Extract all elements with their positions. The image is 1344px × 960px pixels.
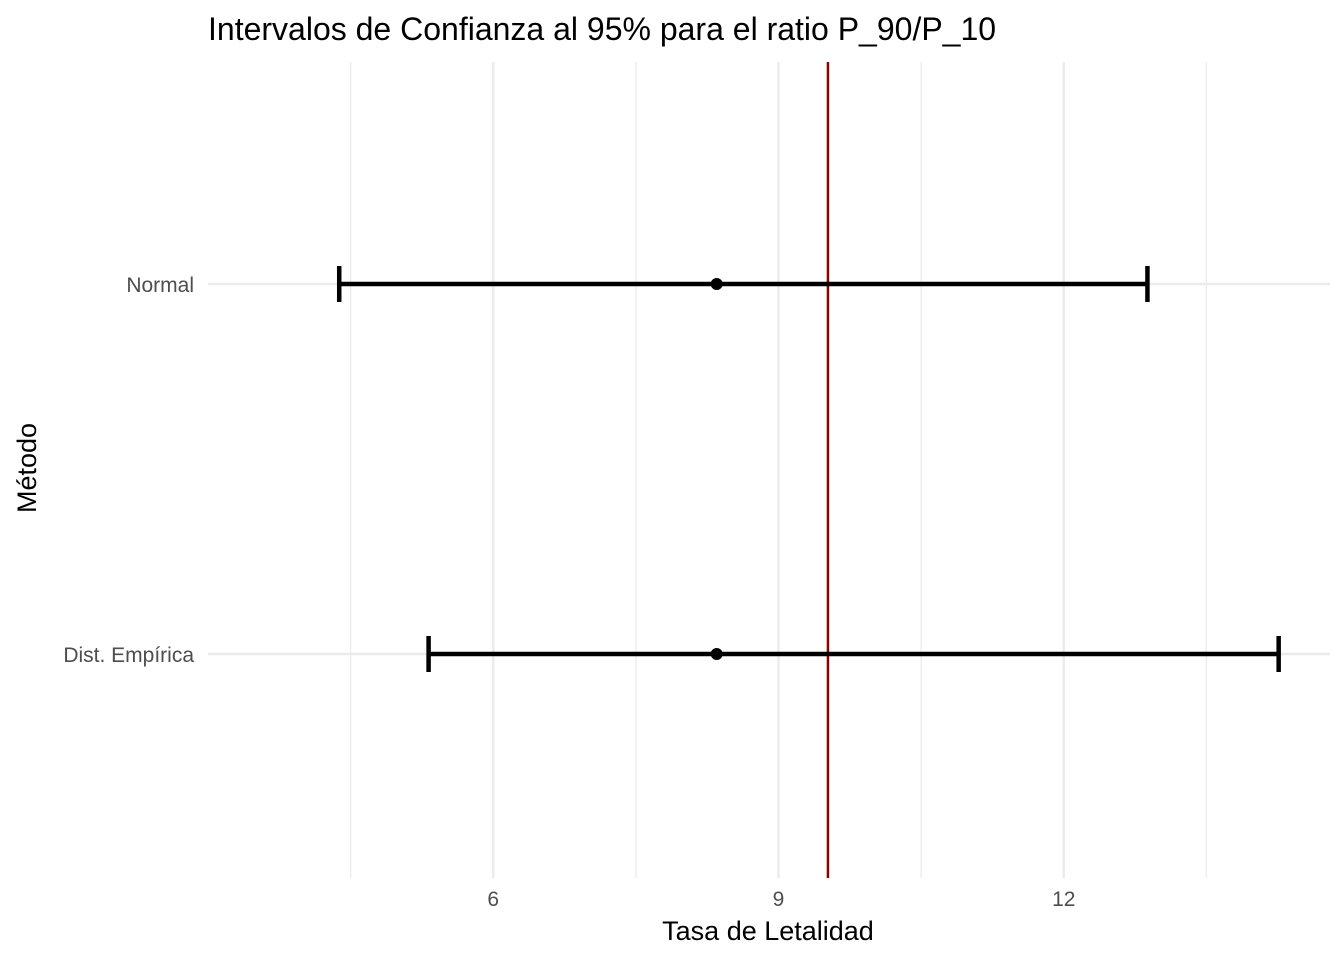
grid-minor — [349, 62, 1208, 878]
y-tick-labels: Normal Dist. Empírica — [63, 274, 194, 667]
grid-major — [208, 62, 1330, 878]
x-tick-label: 12 — [1052, 888, 1075, 911]
intervals — [336, 266, 1281, 672]
chart-title: Intervalos de Confianza al 95% para el r… — [208, 11, 996, 47]
y-tick-label: Normal — [126, 274, 194, 297]
x-axis-title: Tasa de Letalidad — [662, 916, 874, 946]
point-estimate — [710, 278, 723, 290]
x-tick-labels: 6 9 12 — [487, 888, 1075, 911]
x-tick-label: 9 — [773, 888, 785, 911]
x-tick-label: 6 — [487, 888, 499, 911]
y-tick-label: Dist. Empírica — [63, 644, 194, 667]
point-estimate — [710, 648, 723, 660]
y-axis-title: Método — [12, 423, 42, 513]
